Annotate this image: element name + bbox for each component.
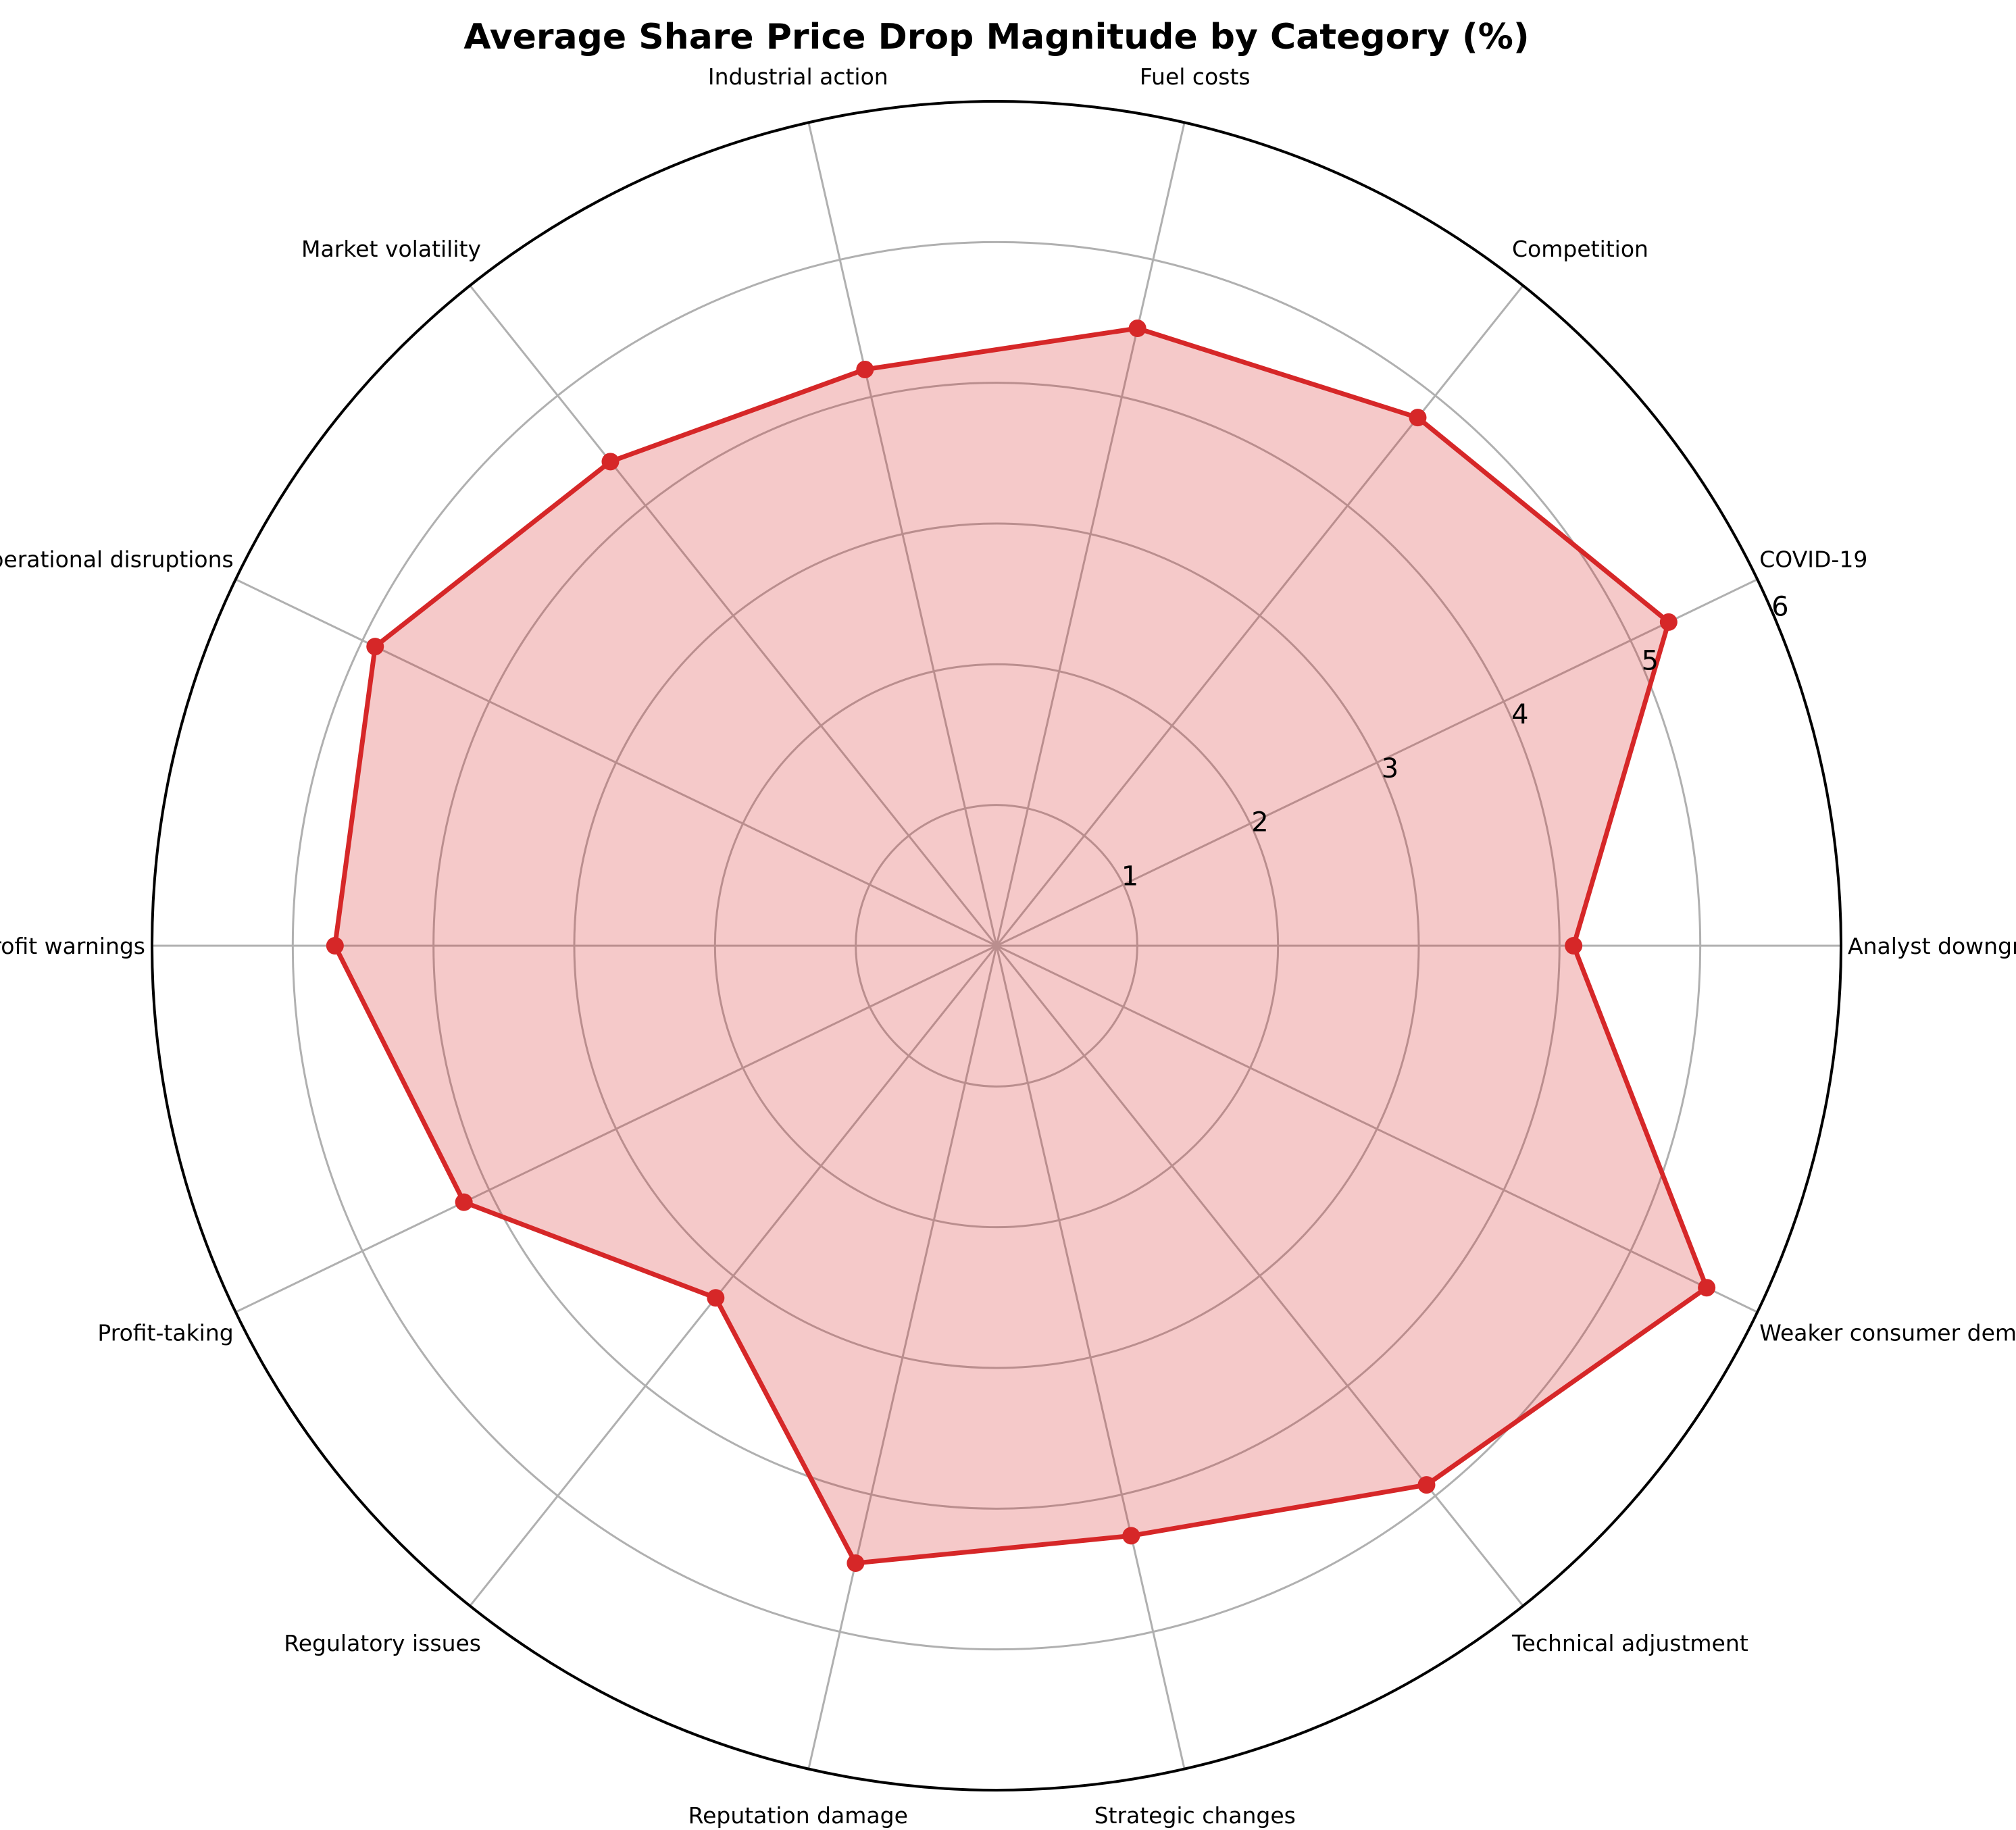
data-point-reputation-damage [847,1554,865,1572]
data-point-strategic-changes [1122,1527,1140,1545]
category-label: Analyst downgrades [1848,933,2016,959]
data-point-profit-taking [455,1193,473,1211]
category-label: Market volatility [301,236,481,262]
grid-spoke [807,945,998,1769]
data-point-weaker-consumer-demand [1698,1279,1716,1297]
grid-spoke [469,284,998,946]
data-area-layer [332,326,1709,1566]
data-point-market-volatility [601,453,620,471]
data-point-industrial-action [856,360,874,378]
grid-spoke [996,944,1758,1313]
category-label: Regulatory issues [284,1630,481,1656]
radial-tick-label: 5 [1642,645,1659,676]
grid-spoke [995,284,1524,946]
grid-spoke [995,122,1186,946]
category-label: Weaker consumer demand [1759,1320,2016,1346]
radial-tick-label: 6 [1771,592,1788,623]
category-label: Profit warnings [0,933,145,959]
data-point-competition [1409,409,1427,427]
data-area-fill [334,328,1707,1563]
category-label: Operational disruptions [0,546,234,572]
data-point-technical-adjustment [1417,1476,1436,1494]
data-point-analyst-downgrades [1565,937,1583,955]
category-label-layer: Analyst downgrades COVID-19 Competition Fue… [0,63,2016,1829]
polar-frame [151,100,1842,1791]
grid-spoke [995,945,1186,1769]
data-point-fuel-costs [1128,320,1146,338]
grid-spoke [995,945,1524,1607]
category-label: Competition [1512,236,1648,262]
category-label: Strategic changes [1094,1802,1296,1829]
category-label: Profit-taking [97,1320,233,1346]
radial-tick-label: 1 [1122,861,1138,892]
grid-spoke [807,122,998,946]
grid-layer [151,100,1842,1791]
grid-spoke [235,578,997,947]
grid-spoke [996,578,1758,947]
grid-spoke [235,944,997,1313]
category-label: Reputation damage [688,1802,908,1829]
data-point-regulatory-issues [707,1289,725,1307]
chart-title: Average Share Price Drop Magnitude by Ca… [463,17,1529,57]
data-point-operational-disruptions [366,638,384,656]
grid-spoke [469,945,998,1607]
category-label: Industrial action [708,63,888,90]
radial-tick-label: 4 [1511,699,1528,730]
radial-tick-label: 2 [1251,807,1268,838]
category-label: COVID-19 [1759,546,1867,572]
data-point-profit-warnings [326,937,344,955]
category-label: Technical adjustment [1511,1630,1748,1656]
radial-tick-layer: 1 2 3 4 5 6 [1122,592,1789,892]
category-label: Fuel costs [1140,63,1251,90]
data-point-covid-19 [1659,613,1678,631]
data-point-layer [326,320,1716,1572]
radial-tick-label: 3 [1382,753,1398,784]
